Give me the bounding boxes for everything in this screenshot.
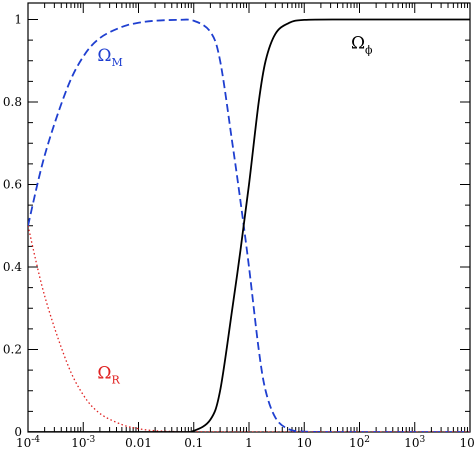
series-label-subscript: M [111,56,122,69]
axis-tick-labels: 0 0.2 0.4 0.6 0.8 1 10-4 10-3 0.01 0.1 1 10 102 103 10… [3,13,474,451]
y-tick-label: 0.2 [3,343,22,357]
x-tick-label: 102 [349,435,370,450]
x-tick-label: 0.1 [184,436,203,450]
x-tick-label: 1 [245,436,253,450]
y-tick-label: 0.8 [3,95,22,109]
series-lines [28,18,470,432]
series-label-subscript: ϕ [365,43,373,56]
series-labels: ΩM ΩR Ωϕ [97,33,373,386]
x-tick-label: 0.01 [125,436,152,450]
series-label-omega-ϕ: Ωϕ [351,33,373,56]
x-tick-label: 103 [404,435,425,450]
series-label-omega-r: ΩR [97,363,120,386]
series-line-omega-r [28,225,470,432]
x-tick-exponent: -4 [31,435,40,445]
plot-frame [27,2,471,433]
x-tick-exponent: -3 [87,435,96,445]
y-tick-label: 1 [14,13,22,27]
series-label-subscript: R [111,373,120,386]
x-tick-exponent: 3 [420,435,426,445]
x-tick-label: 10-3 [71,435,95,450]
x-tick-label: 10-4 [16,435,40,450]
x-tick-label: 104 [459,435,474,450]
x-tick-exponent: 2 [364,435,370,445]
axis-ticks [27,3,471,433]
series-line-omega-m [28,18,470,432]
x-tick-label: 10 [297,436,312,450]
series-line-omega-ϕ [28,18,470,432]
y-tick-label: 0 [14,425,22,439]
series-label-omega-m: ΩM [97,46,122,69]
y-tick-label: 0.6 [3,178,22,192]
y-tick-label: 0.4 [3,260,22,274]
